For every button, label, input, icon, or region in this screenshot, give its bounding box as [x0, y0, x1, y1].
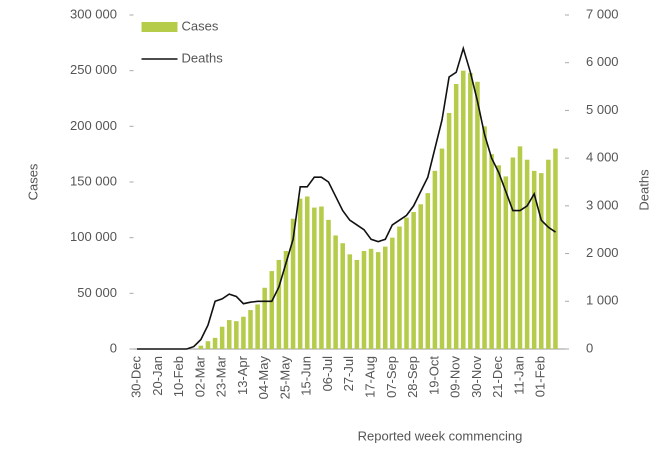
bar — [269, 271, 275, 349]
x-tick-label: 10-Feb — [171, 356, 186, 397]
bar — [255, 304, 260, 349]
legend-label: Cases — [182, 18, 219, 33]
legend-label: Deaths — [182, 50, 224, 65]
x-tick-label: 20-Jan — [150, 356, 165, 396]
bar — [390, 237, 395, 349]
bar — [248, 310, 253, 349]
bar — [524, 159, 530, 349]
bar — [276, 259, 282, 349]
line — [137, 45, 556, 350]
bar — [382, 246, 388, 349]
bar — [510, 157, 516, 349]
y2-tick-label: 1 000 — [586, 293, 619, 308]
bar — [368, 248, 374, 349]
y-tick-label: 100 000 — [70, 229, 117, 244]
bar — [425, 193, 431, 349]
y2-axis-label: Deaths — [636, 169, 651, 211]
bar — [219, 326, 225, 349]
bar — [333, 235, 338, 349]
x-tick-label: 04-May — [256, 356, 271, 400]
y2-tick-label: 0 — [586, 340, 593, 355]
bar — [546, 159, 551, 349]
bar — [404, 217, 409, 349]
bar — [347, 254, 353, 349]
x-tick-label: 17-Aug — [363, 356, 378, 398]
bar — [439, 148, 445, 349]
bar — [539, 173, 544, 349]
x-tick-label: 09-Nov — [448, 356, 463, 398]
x-tick-label: 25-May — [277, 356, 292, 400]
bar — [553, 148, 558, 349]
y-tick-label: 250 000 — [70, 62, 117, 77]
bar — [205, 341, 211, 349]
bar — [234, 321, 239, 349]
bar — [489, 154, 494, 349]
x-tick-label: 30-Nov — [469, 356, 484, 398]
bar — [446, 112, 452, 350]
bar — [312, 207, 317, 349]
legend-swatch — [141, 22, 178, 32]
x-tick-label: 28-Sep — [405, 356, 420, 398]
bar — [475, 81, 480, 350]
bar — [319, 206, 324, 349]
bar — [361, 251, 367, 349]
bar — [326, 219, 331, 349]
bar — [212, 337, 218, 349]
x-axis-label: Reported week commencing — [358, 428, 523, 443]
x-tick-label: 19-Oct — [426, 356, 441, 395]
y-tick-label: 200 000 — [70, 118, 117, 133]
x-tick-label: 01-Feb — [533, 356, 548, 397]
bar — [198, 345, 204, 349]
y2-tick-label: 3 000 — [586, 197, 619, 212]
x-tick-label: 21-Dec — [490, 356, 505, 398]
bar — [531, 170, 537, 349]
x-tick-label: 11-Jan — [511, 356, 526, 395]
bar — [283, 251, 289, 349]
bar — [482, 126, 487, 349]
y-tick-label: 0 — [110, 340, 117, 355]
y-axis-label: Cases — [25, 163, 40, 200]
bar — [241, 316, 246, 349]
x-tick-label: 13-Apr — [235, 355, 250, 395]
y-tick-label: 50 000 — [77, 285, 117, 300]
bar — [460, 70, 466, 350]
x-tick-label: 07-Sep — [384, 356, 399, 398]
bar — [496, 165, 501, 349]
y-tick-label: 300 000 — [70, 6, 117, 21]
x-tick-label: 15-Jun — [299, 356, 314, 396]
bar — [397, 226, 402, 349]
bar — [503, 176, 509, 349]
x-tick-label: 30-Dec — [128, 356, 143, 398]
bar — [262, 287, 267, 349]
y2-tick-label: 2 000 — [586, 245, 619, 260]
bar — [290, 218, 296, 349]
bar — [453, 84, 459, 349]
x-tick-label: 27-Jul — [341, 356, 356, 392]
x-tick-label: 23-Mar — [214, 355, 229, 397]
y2-tick-label: 4 000 — [586, 150, 619, 165]
bar — [375, 252, 381, 349]
bar — [411, 212, 416, 349]
bar — [432, 170, 438, 349]
x-tick-label: 02-Mar — [192, 355, 207, 397]
y2-tick-label: 6 000 — [586, 54, 619, 69]
bar — [354, 259, 360, 349]
bar — [304, 196, 310, 349]
bar — [340, 243, 345, 349]
x-tick-label: 06-Jul — [320, 356, 335, 392]
y-tick-label: 150 000 — [70, 173, 117, 188]
bar — [517, 146, 523, 349]
bar — [226, 320, 232, 349]
y2-tick-label: 7 000 — [586, 6, 619, 21]
bar — [468, 72, 473, 349]
bar — [418, 204, 423, 349]
y2-tick-label: 5 000 — [586, 102, 619, 117]
bar — [297, 198, 303, 349]
